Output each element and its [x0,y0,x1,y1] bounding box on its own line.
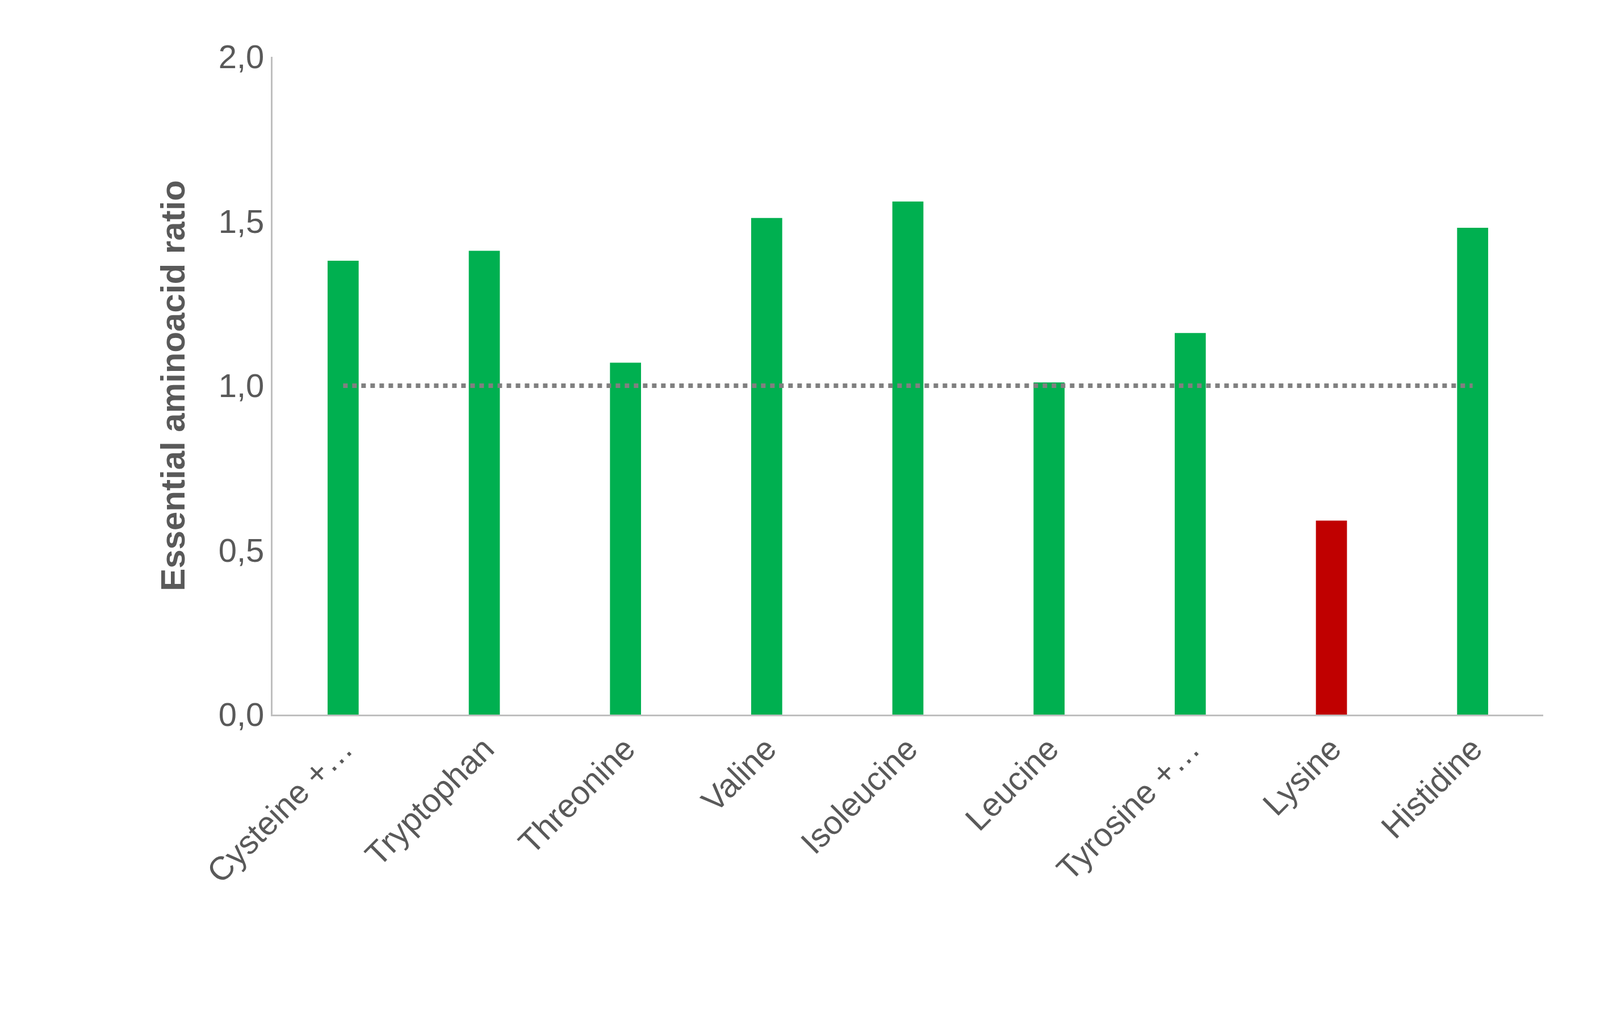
svg-text:1,0: 1,0 [218,366,265,404]
svg-text:Tyrosine +…: Tyrosine +… [1049,729,1207,887]
svg-text:0,0: 0,0 [218,695,265,733]
svg-text:Threonine: Threonine [511,729,643,861]
svg-text:2,0: 2,0 [218,38,265,75]
svg-text:Lysine: Lysine [1255,729,1348,823]
svg-text:Isoleucine: Isoleucine [793,729,925,861]
svg-text:Leucine: Leucine [957,729,1066,838]
svg-text:1,5: 1,5 [218,202,265,240]
svg-text:Essential aminoacid ratio: Essential aminoacid ratio [153,179,192,592]
svg-text:Tryptophan: Tryptophan [357,729,501,873]
svg-text:0,5: 0,5 [218,531,265,569]
svg-text:Cysteine +…: Cysteine +… [199,729,360,890]
svg-text:Valine: Valine [693,729,783,819]
svg-text:Histidine: Histidine [1373,729,1489,845]
